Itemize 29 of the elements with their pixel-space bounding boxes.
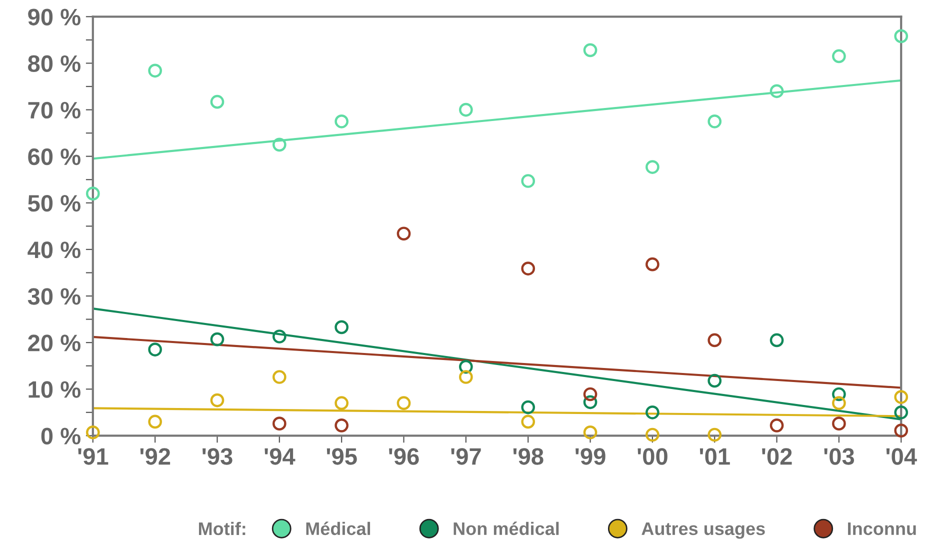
y-tick-label: 50 % bbox=[28, 194, 80, 212]
x-tick-label: '95 bbox=[326, 448, 357, 465]
y-tick-label: 60 % bbox=[28, 148, 80, 166]
legend-label: Autres usages bbox=[642, 522, 765, 539]
x-tick-label: '98 bbox=[513, 448, 544, 465]
y-tick-label: 70 % bbox=[28, 102, 80, 119]
x-tick-label: '93 bbox=[202, 448, 232, 465]
y-tick-label: 40 % bbox=[28, 242, 80, 258]
y-tick-label: 80 % bbox=[28, 55, 80, 72]
x-tick-label: '01 bbox=[700, 448, 730, 465]
x-tick-label: '02 bbox=[762, 448, 792, 465]
legend-title: Motif: bbox=[198, 522, 246, 536]
x-tick-label: '94 bbox=[264, 448, 296, 465]
x-tick-label: '03 bbox=[824, 448, 854, 465]
y-tick-label: 0 % bbox=[41, 428, 80, 444]
legend-label: Inconnu bbox=[848, 522, 916, 536]
y-tick-label: 10 % bbox=[28, 381, 80, 398]
y-tick-label: 90 % bbox=[28, 8, 80, 26]
x-tick-label: '97 bbox=[451, 448, 481, 465]
x-tick-label: '92 bbox=[140, 448, 170, 465]
x-tick-label: '96 bbox=[389, 448, 419, 465]
y-tick-label: 30 % bbox=[28, 288, 80, 305]
legend-label: Non médical bbox=[454, 522, 559, 536]
legend-label: Médical bbox=[306, 522, 370, 536]
x-tick-label: '91 bbox=[78, 448, 108, 465]
x-tick-label: '99 bbox=[576, 448, 606, 465]
y-tick-label: 20 % bbox=[28, 334, 80, 352]
x-tick-label: '00 bbox=[638, 448, 668, 465]
x-tick-label: '04 bbox=[886, 448, 917, 465]
